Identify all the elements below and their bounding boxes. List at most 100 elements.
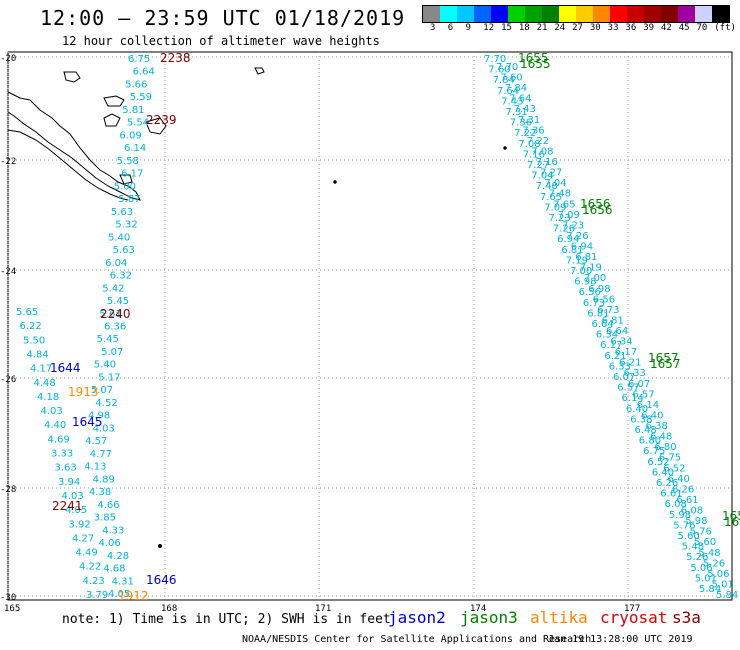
wave-height-label: 4.69 [48, 434, 70, 445]
scale-swatch [474, 6, 491, 22]
wave-height-label: 6.94 [571, 242, 593, 253]
wave-height-label: 7.08 [518, 139, 540, 150]
wave-height-label: 7.43 [501, 96, 523, 107]
wave-height-label: 5.60 [694, 537, 716, 548]
wave-height-label: 7.60 [488, 65, 510, 76]
wave-height-label: 4.22 [79, 562, 101, 573]
pass-time-label: 1644 [50, 361, 81, 375]
wave-height-label: 4.18 [37, 392, 59, 403]
wave-height-label: 7.65 [553, 199, 575, 210]
wave-height-label: 4.84 [27, 349, 49, 360]
wave-height-label: 6.36 [104, 322, 126, 333]
coastline-new-caledonia [7, 67, 507, 548]
pass-time-label: 1656 [580, 197, 611, 211]
scale-tick-label: 15 [501, 23, 512, 33]
pass-time-label: 165 [722, 509, 740, 523]
wave-height-label: 5.40 [94, 360, 116, 371]
wave-height-label: 5.76 [690, 527, 712, 538]
wave-height-label: 7.26 [553, 224, 575, 235]
mission-altika: altika [530, 608, 588, 627]
scale-tick-label: 30 [589, 23, 601, 33]
wave-height-label: 7.26 [566, 231, 588, 242]
wave-height-label: 6.14 [622, 393, 644, 404]
pass-time-label: 1912 [118, 589, 149, 603]
wave-height-label: 7.16 [523, 149, 545, 160]
color-scale-bar [422, 5, 730, 23]
scale-tick-label: 12 [483, 23, 495, 33]
wave-height-label: 4.48 [34, 378, 56, 389]
scale-tick-label: 36 [625, 23, 637, 33]
wave-height-label: 6.81 [602, 315, 624, 326]
wave-height-label: 5.98 [685, 516, 707, 527]
wave-height-label: 6.40 [652, 467, 674, 478]
pass-time-label: 1645 [72, 415, 103, 429]
longitude-label: 174 [470, 604, 486, 614]
figure-title: 12:00 — 23:59 UTC 01/18/2019 [40, 6, 406, 30]
wave-height-label: 7.64 [509, 94, 531, 105]
wave-height-label: 4.66 [97, 500, 119, 511]
wave-height-label: 5.07 [91, 385, 113, 396]
scale-swatch [525, 6, 542, 22]
pass-time-label: 1913 [68, 385, 99, 399]
wave-height-label: 5.48 [682, 542, 704, 553]
wave-height-label: 5.45 [107, 296, 129, 307]
wave-height-label: 6.33 [609, 361, 631, 372]
longitude-label: 171 [315, 604, 331, 614]
wave-height-label: 7.23 [562, 220, 584, 231]
pass-time-label: 1656 [582, 203, 613, 217]
wave-height-label: 4.23 [83, 576, 105, 587]
wave-height-label: 4.03 [62, 491, 84, 502]
scale-swatch [712, 6, 729, 22]
scale-swatch [661, 6, 678, 22]
pass-time-label: 2238 [160, 51, 191, 65]
wave-height-label: 7.22 [527, 136, 549, 147]
scale-swatch [593, 6, 610, 22]
wave-height-label: 6.80 [654, 442, 676, 453]
scale-swatch [491, 6, 508, 22]
wave-height-label: 7.84 [505, 83, 527, 94]
pass-time-label: 1655 [520, 57, 551, 71]
wave-height-label: 3.33 [51, 449, 73, 460]
wave-height-label: 6.98 [574, 277, 596, 288]
pass-time-label: 1657 [648, 351, 679, 365]
wave-height-label: 6.81 [561, 245, 583, 256]
wave-height-label: 3.92 [69, 519, 91, 530]
scale-tick-label: 33 [607, 23, 619, 33]
wave-height-label: 4.06 [98, 538, 120, 549]
wave-height-label: 6.61 [660, 489, 682, 500]
wave-height-label: 7.00 [570, 266, 592, 277]
map-frame [7, 51, 733, 601]
wave-height-label: 5.32 [115, 220, 137, 231]
scale-tick-label: 42 [660, 23, 672, 33]
wave-height-label: 6.75 [643, 446, 665, 457]
latitude-label: -22 [0, 157, 16, 167]
wave-height-label: 7.04 [531, 171, 553, 182]
wave-height-label: 7.27 [527, 160, 549, 171]
wave-height-label: 5.26 [703, 558, 725, 569]
wave-height-label: 6.48 [635, 425, 657, 436]
wave-height-label: 4.03 [93, 423, 115, 434]
wave-height-label: 6.81 [587, 308, 609, 319]
wave-height-label: 5.61 [99, 309, 121, 320]
wave-height-label: 5.76 [673, 520, 695, 531]
wave-height-label: 4.68 [103, 564, 125, 575]
wave-height-label: 6.04 [105, 258, 127, 269]
wave-height-label: 5.98 [669, 510, 691, 521]
scale-tick-label: 24 [554, 23, 566, 33]
scale-tick-label: 39 [643, 23, 655, 33]
wave-height-label: 7.19 [580, 263, 602, 274]
scale-tick-label: 18 [518, 23, 530, 33]
scale-swatch [644, 6, 661, 22]
wave-height-label: 7.36 [522, 125, 544, 136]
wave-height-label: 6.07 [628, 379, 650, 390]
pass-time-label: 165 [724, 515, 740, 529]
scale-tick-label: 6 [447, 23, 454, 33]
wave-height-label: 5.50 [23, 335, 45, 346]
wave-height-label: 5.06 [707, 569, 729, 580]
wave-height-label: 7.19 [566, 255, 588, 266]
wave-height-label: 4.05 [108, 589, 130, 600]
color-scale-labels: 3 6 9 12 15 18 21 24 27 30 33 36 39 42 45 70 (ft) [430, 23, 736, 33]
wave-height-label: 6.64 [592, 319, 614, 330]
wave-height-label: 5.84 [716, 590, 738, 601]
